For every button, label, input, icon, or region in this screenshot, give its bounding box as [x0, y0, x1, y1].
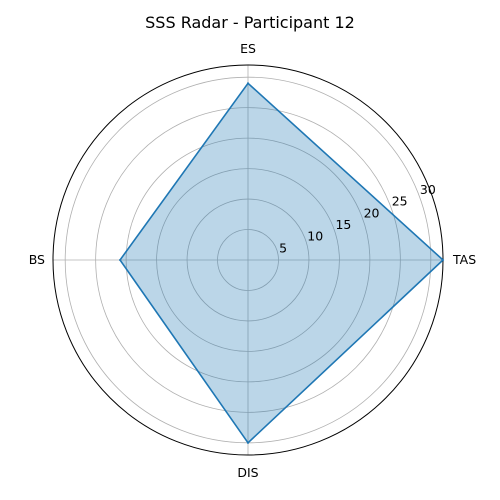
data-point-es	[247, 82, 249, 85]
category-label-tas: TAS	[452, 252, 476, 267]
radial-tick-20: 20	[364, 205, 380, 220]
radial-tick-5: 5	[279, 240, 287, 255]
radial-tick-25: 25	[392, 194, 408, 209]
radial-tick-30: 30	[420, 182, 436, 197]
radial-tick-10: 10	[307, 229, 323, 244]
data-layer	[119, 82, 445, 445]
data-point-bs	[119, 259, 122, 261]
radial-tick-15: 15	[335, 217, 351, 232]
category-label-es: ES	[240, 41, 256, 56]
chart-title: SSS Radar - Participant 12	[145, 13, 355, 32]
label-layer: TAS ES BS DIS 5 10 15 20 25 30	[29, 41, 477, 480]
category-label-bs: BS	[29, 252, 45, 267]
data-point-tas	[442, 259, 444, 261]
data-point-dis	[247, 441, 249, 444]
category-label-dis: DIS	[237, 465, 258, 480]
